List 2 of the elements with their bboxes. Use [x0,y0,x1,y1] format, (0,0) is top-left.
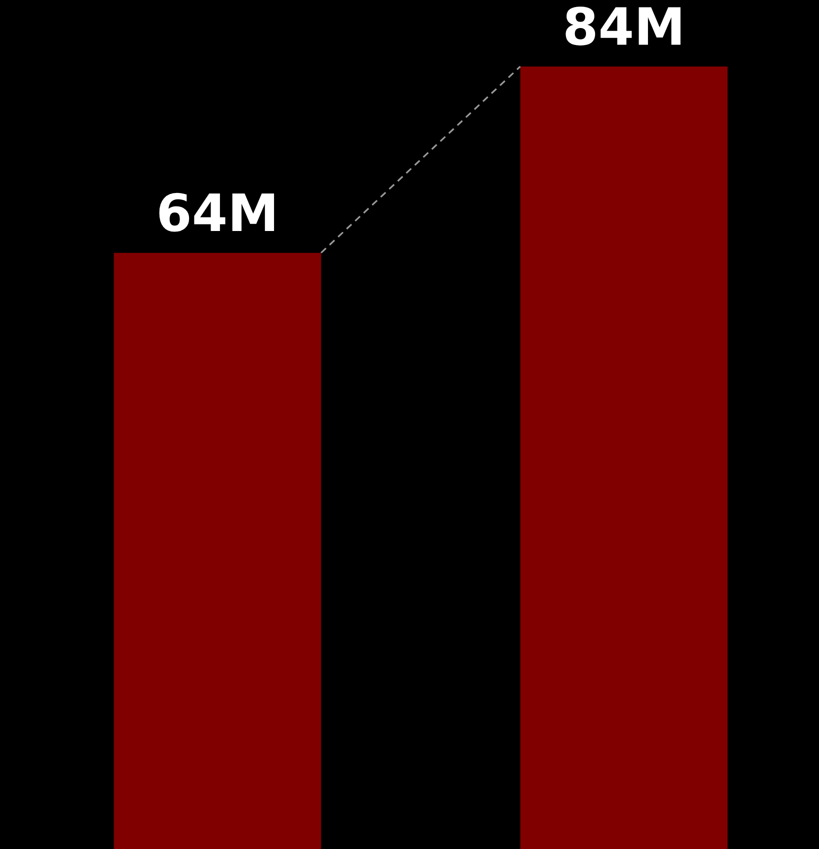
data-label: 84M [566,6,680,46]
data-label: 64M [159,192,274,232]
